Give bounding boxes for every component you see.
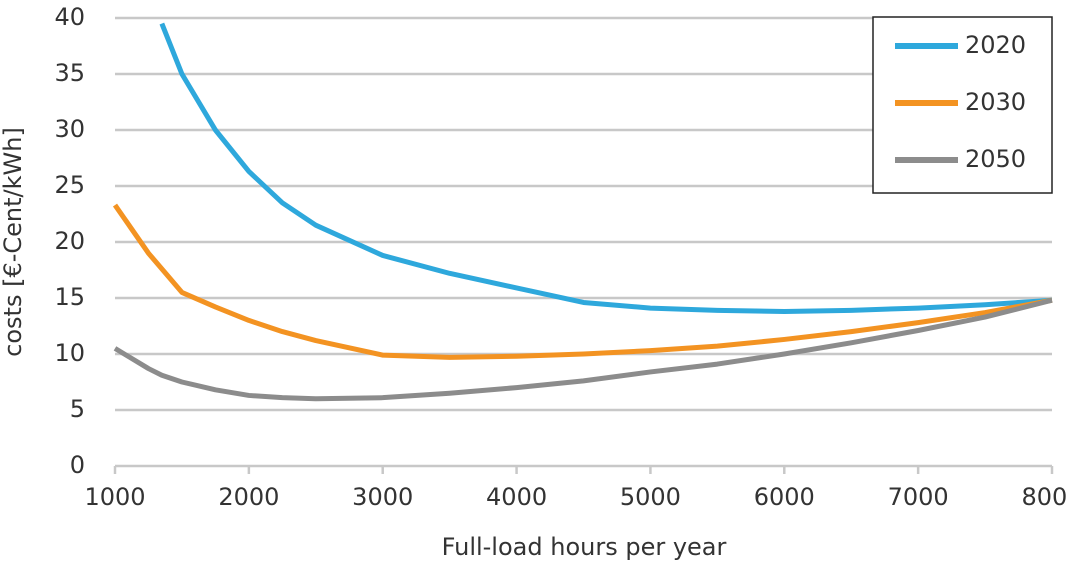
line-series	[112, 203, 1053, 360]
y-tick-label: 35	[54, 59, 85, 87]
x-axis-label: Full-load hours per year	[442, 533, 727, 561]
x-tick-label: 1000	[84, 483, 145, 511]
x-tick-label: 7000	[888, 483, 949, 511]
x-tick-label: 2000	[218, 483, 279, 511]
line-series	[113, 297, 1053, 402]
legend-label: 2030	[965, 88, 1026, 116]
y-tick-label: 30	[54, 115, 85, 143]
y-tick-label: 40	[54, 3, 85, 31]
y-tick-label: 0	[70, 451, 85, 479]
legend-label: 2020	[965, 31, 1026, 59]
y-tick-label: 20	[54, 227, 85, 255]
legend-label: 2050	[965, 145, 1026, 173]
x-tick-label: 8000	[1021, 483, 1068, 511]
x-tick-label: 6000	[754, 483, 815, 511]
y-tick-label: 15	[54, 283, 85, 311]
x-tick-label: 3000	[352, 483, 413, 511]
x-tick-label: 5000	[620, 483, 681, 511]
y-tick-label: 10	[54, 339, 85, 367]
x-tick-label: 4000	[486, 483, 547, 511]
y-axis-label: costs [€-Cent/kWh]	[0, 127, 27, 357]
line-series	[159, 22, 1053, 314]
y-tick-label: 5	[70, 395, 85, 423]
y-tick-label: 25	[54, 171, 85, 199]
